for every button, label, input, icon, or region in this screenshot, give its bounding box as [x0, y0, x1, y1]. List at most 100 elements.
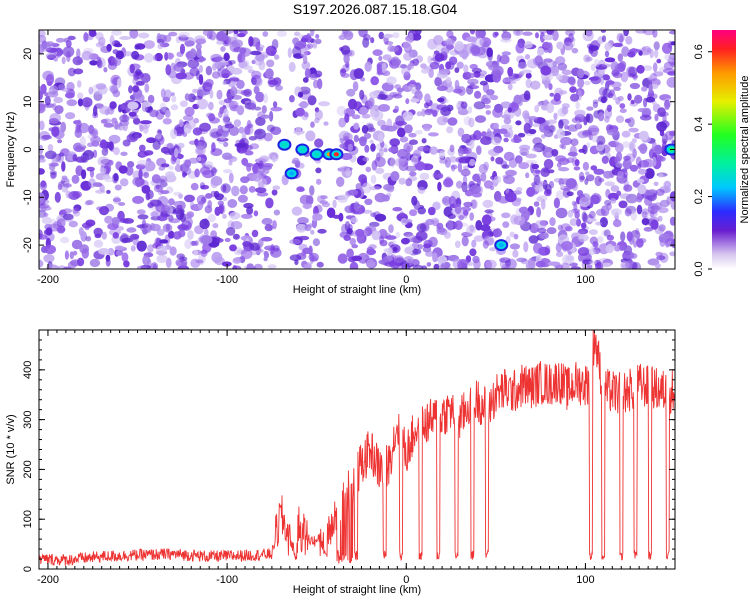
- heatmap-cell: [246, 263, 254, 269]
- heatmap-cell: [88, 178, 96, 189]
- heatmap-cell: [196, 141, 206, 146]
- heatmap-cell: [251, 102, 255, 111]
- heatmap-cell: [440, 263, 447, 269]
- heatmap-cell: [150, 262, 158, 269]
- heatmap-cell: [397, 127, 406, 138]
- heatmap-cell: [125, 165, 134, 176]
- heatmap-cell: [398, 177, 406, 185]
- heatmap-cell: [378, 31, 385, 40]
- heatmap-cell: [568, 32, 574, 43]
- heatmap-cell: [411, 195, 418, 206]
- heatmap-cell: [393, 255, 405, 264]
- heatmap-cell: [523, 241, 529, 253]
- heatmap-cell: [151, 174, 161, 184]
- heatmap-cell: [486, 47, 494, 58]
- heatmap-cell: [230, 86, 238, 97]
- heatmap-cell: [391, 56, 400, 67]
- heatmap-cell: [85, 219, 96, 227]
- heatmap-cell: [363, 34, 371, 41]
- heatmap-cell: [228, 60, 236, 65]
- heatmap-cell: [628, 66, 638, 77]
- heatmap-cell: [136, 265, 147, 269]
- heatmap-cell: [570, 247, 576, 254]
- heatmap-cell: [217, 200, 224, 206]
- heatmap-cell: [521, 210, 531, 218]
- heatmap-cell: [150, 223, 161, 232]
- heatmap-cell: [530, 80, 541, 90]
- heatmap-cell: [129, 63, 135, 74]
- heatmap-cell: [360, 77, 366, 82]
- heatmap-cell: [198, 64, 203, 73]
- heatmap-cell: [131, 50, 140, 60]
- heatmap-cell: [603, 229, 611, 237]
- heatmap-cell: [228, 100, 239, 109]
- heatmap-cell: [170, 128, 178, 140]
- heatmap-cell: [415, 129, 423, 135]
- heatmap-cell: [184, 106, 195, 117]
- heatmap-cell: [109, 35, 115, 46]
- heatmap-cell: [297, 217, 309, 225]
- heatmap-cell: [471, 239, 477, 248]
- y-tick-label: 10: [22, 96, 34, 108]
- heatmap-cell: [436, 85, 448, 92]
- heatmap-cell: [47, 144, 54, 152]
- heatmap-cell: [514, 107, 522, 117]
- heatmap-cell: [366, 123, 375, 131]
- heatmap-cell: [168, 218, 181, 224]
- heatmap-cell: [385, 125, 397, 132]
- heatmap-cell: [401, 237, 410, 245]
- colorbar-tick-label: 0.4: [693, 117, 705, 132]
- heatmap-cell: [585, 171, 590, 176]
- heatmap-cell: [429, 61, 440, 70]
- heatmap-cell: [254, 128, 266, 140]
- hotspot-core: [289, 171, 295, 176]
- heatmap-cell: [502, 174, 510, 179]
- heatmap-cell: [513, 30, 524, 37]
- heatmap-cell: [454, 240, 461, 249]
- heatmap-cell: [434, 53, 445, 62]
- heatmap-cell: [417, 145, 429, 152]
- heatmap-cell: [174, 164, 183, 172]
- heatmap-cell: [500, 37, 512, 43]
- heatmap-cell: [253, 210, 259, 217]
- heatmap-cell: [121, 109, 128, 114]
- heatmap-cell: [449, 49, 460, 56]
- heatmap-cell: [611, 209, 620, 217]
- heatmap-cell: [357, 252, 370, 264]
- heatmap-cell: [39, 168, 45, 175]
- heatmap-cell: [671, 140, 675, 145]
- heatmap-cell: [255, 187, 267, 194]
- heatmap-cell: [53, 57, 58, 62]
- hotspot-core: [299, 147, 305, 152]
- heatmap-cell: [236, 79, 245, 89]
- heatmap-cell: [604, 42, 612, 51]
- heatmap-cell: [315, 34, 320, 39]
- heatmap-cell: [597, 235, 604, 244]
- heatmap-cell: [261, 163, 274, 168]
- heatmap-cell: [619, 193, 632, 200]
- heatmap-cell: [574, 159, 580, 167]
- heatmap-cell: [220, 46, 226, 52]
- heatmap-cell: [656, 121, 667, 132]
- heatmap-cell: [249, 242, 261, 251]
- heatmap-cell: [492, 73, 499, 83]
- heatmap-cell: [412, 242, 420, 249]
- heatmap-cell: [532, 123, 541, 128]
- heatmap-cell: [78, 227, 84, 236]
- heatmap-cell: [416, 111, 423, 117]
- heatmap-cell: [493, 228, 499, 238]
- heatmap-cell: [110, 85, 119, 94]
- heatmap-cell: [228, 160, 233, 166]
- heatmap-cell: [549, 217, 556, 227]
- heatmap-cell: [365, 122, 374, 129]
- heatmap-cell: [77, 257, 85, 267]
- heatmap-cell: [272, 101, 278, 108]
- heatmap-cell: [39, 100, 45, 112]
- heatmap-cell: [344, 30, 354, 41]
- heatmap-cell: [404, 246, 415, 255]
- heatmap-cell: [374, 156, 386, 168]
- heatmap-cell: [83, 32, 89, 42]
- heatmap-cell: [208, 101, 214, 111]
- heatmap-cell: [188, 157, 199, 164]
- heatmap-cell: [443, 39, 456, 45]
